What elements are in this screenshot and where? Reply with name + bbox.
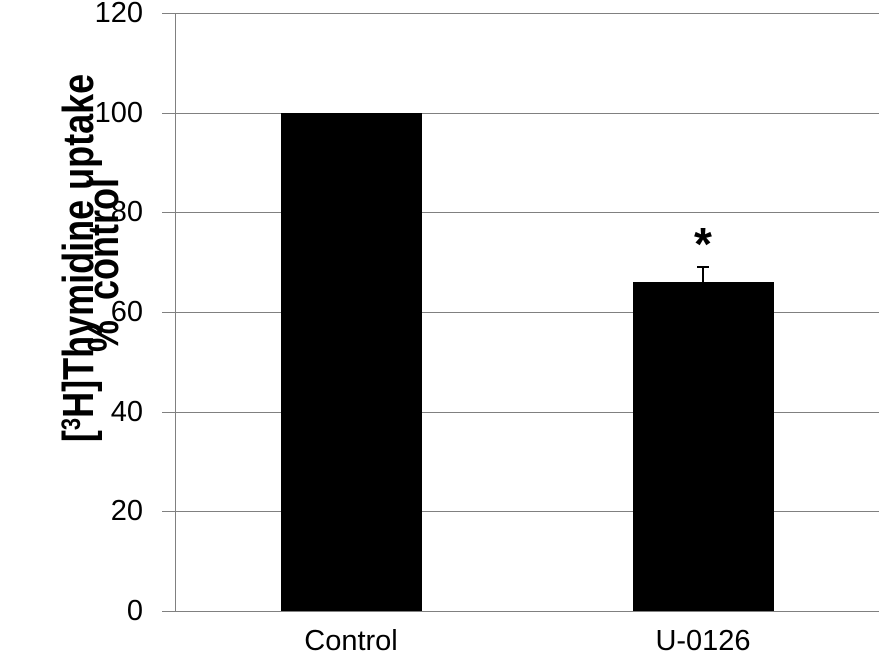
y-axis-tick-80 (162, 212, 175, 213)
y-axis-tick-20 (162, 511, 175, 512)
y-tick-label-40: 40 (110, 396, 143, 428)
y-axis-tick-100 (162, 113, 175, 114)
x-axis-line (175, 611, 879, 612)
x-tick-label-u-0126: U-0126 (655, 625, 751, 657)
x-tick-label-control: Control (304, 625, 398, 657)
gridline-100 (175, 113, 879, 114)
y-axis-tick-0 (162, 611, 175, 612)
error-bar-stem-u-0126 (702, 267, 704, 286)
gridline-120 (175, 13, 879, 14)
bar-u-0126 (633, 282, 774, 611)
y-tick-label-120: 120 (94, 0, 143, 29)
gridline-80 (175, 212, 879, 213)
y-axis-tick-40 (162, 412, 175, 413)
y-tick-label-20: 20 (110, 495, 143, 527)
error-bar-cap-u-0126 (697, 266, 709, 268)
y-tick-label-80: 80 (110, 196, 143, 228)
gridline-40 (175, 412, 879, 413)
y-tick-label-0: 0 (126, 595, 143, 627)
y-tick-label-100: 100 (94, 97, 143, 129)
significance-asterisk: * (694, 218, 712, 270)
y-axis-tick-120 (162, 13, 175, 14)
y-tick-label-60: 60 (110, 296, 143, 328)
bar-control (281, 113, 422, 611)
gridline-20 (175, 511, 879, 512)
gridline-60 (175, 312, 879, 313)
y-axis-tick-60 (162, 312, 175, 313)
y-axis-line (175, 13, 176, 611)
